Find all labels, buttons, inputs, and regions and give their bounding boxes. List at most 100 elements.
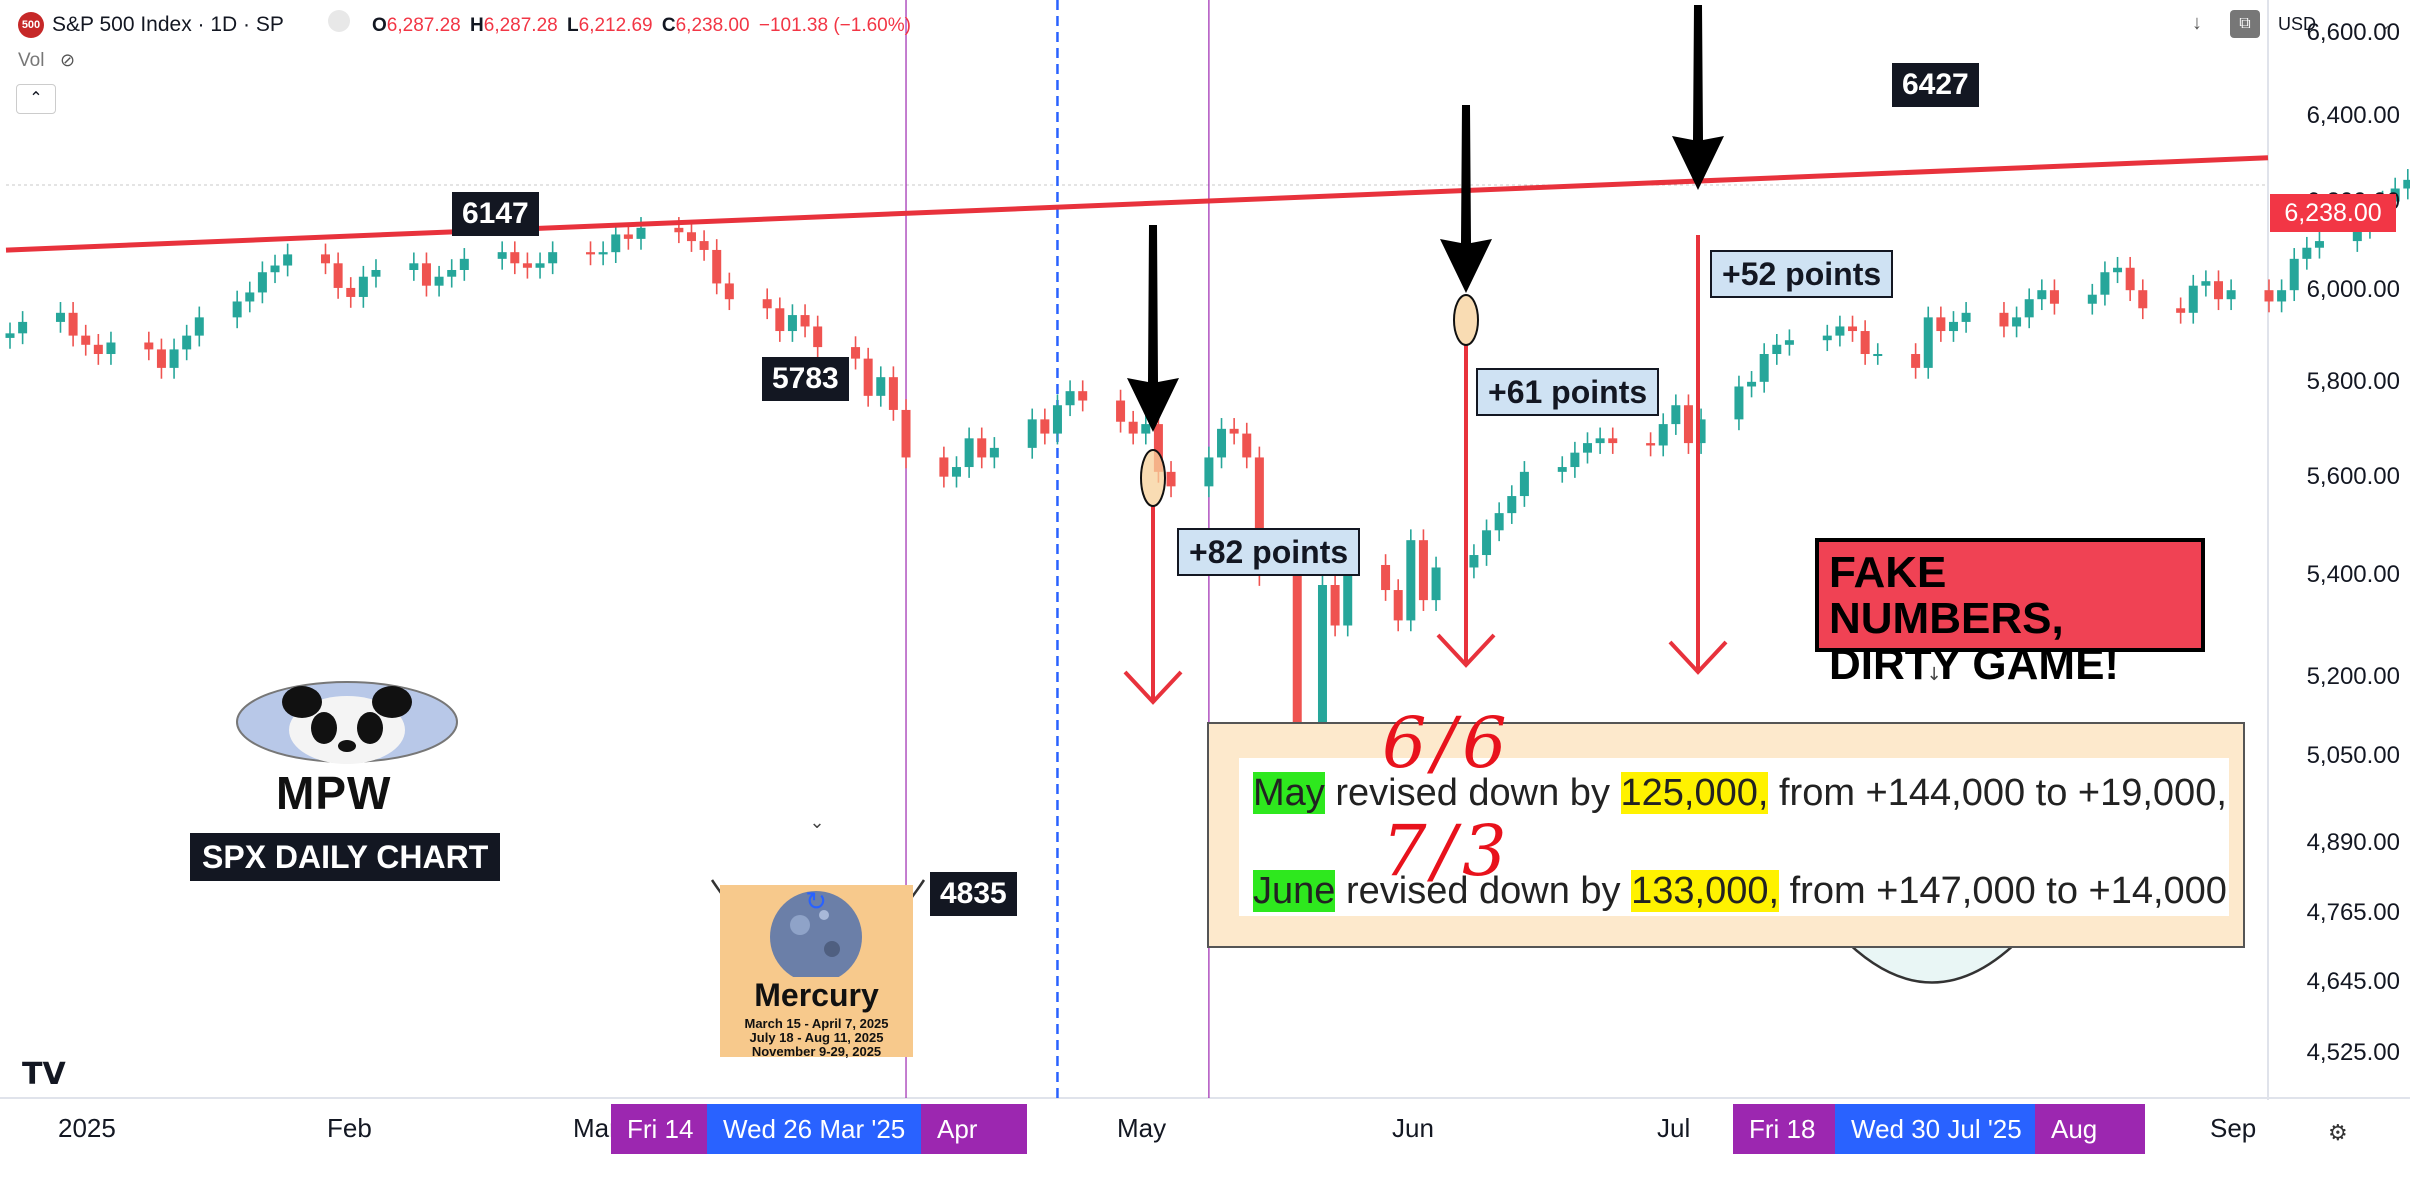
- candle-body: [1406, 540, 1416, 621]
- candle-body: [1734, 386, 1744, 420]
- x-tick-jun: Jun: [1392, 1113, 1434, 1143]
- candle-body: [1431, 567, 1441, 601]
- label-4835: 4835: [930, 872, 1017, 916]
- candle-body: [434, 276, 444, 286]
- candle-body: [2264, 290, 2274, 302]
- candle-body: [1848, 326, 1858, 332]
- candle-body: [194, 317, 204, 336]
- candle-body: [283, 254, 293, 266]
- candle-body: [1507, 496, 1517, 514]
- y-tick-label: 5,200.00: [2306, 662, 2400, 690]
- candle-body: [2226, 290, 2236, 300]
- candle-body: [81, 335, 91, 345]
- eye-hidden-icon[interactable]: ⊘: [60, 50, 76, 70]
- y-tick-label: 4,645.00: [2306, 968, 2400, 996]
- candle-body: [598, 252, 608, 255]
- ohlc-readout: O6,287.28 H6,287.28 L6,212.69 C6,238.00 …: [372, 15, 911, 36]
- red-arrow-may-head: [1123, 670, 1183, 705]
- candle-body: [68, 312, 78, 336]
- candle-body: [1469, 555, 1479, 568]
- y-tick-label: 4,525.00: [2306, 1038, 2400, 1066]
- candle-body: [1065, 391, 1075, 406]
- candle-body: [2352, 227, 2362, 242]
- candle-body: [1961, 312, 1971, 322]
- y-tick-label: 6,400.00: [2306, 101, 2400, 129]
- candle-body: [358, 276, 368, 297]
- screenshot-icon[interactable]: ⧉: [2230, 10, 2260, 38]
- candle-body: [106, 342, 116, 355]
- candle-body: [2201, 281, 2211, 286]
- candle-body: [18, 321, 28, 334]
- candle-body: [2138, 290, 2148, 309]
- candle-body: [93, 344, 103, 355]
- candle-body: [901, 409, 911, 458]
- candle-body: [775, 308, 785, 332]
- candle-body: [1254, 457, 1264, 575]
- black-arrow-jul: [1672, 5, 1724, 190]
- settings-gear-icon[interactable]: ⚙: [2328, 1120, 2348, 1145]
- y-tick-label: 4,890.00: [2306, 829, 2400, 857]
- candle-body: [2214, 281, 2223, 300]
- candle-body: [156, 349, 166, 368]
- note-line-june: June revised down by 133,000, from +147,…: [1253, 870, 2227, 912]
- mercury-date-3: November 9-29, 2025: [751, 1044, 882, 1059]
- candle-body: [1557, 467, 1567, 472]
- candle-body: [1418, 540, 1428, 601]
- candle-body: [1292, 574, 1302, 746]
- panda-logo-icon: [236, 681, 458, 764]
- dots-menu-icon[interactable]: [328, 10, 350, 32]
- x-tick-mar: Mar: [573, 1113, 618, 1143]
- x-tick-jul: Jul: [1657, 1113, 1691, 1143]
- candle-body: [939, 457, 949, 477]
- candle-body: [1330, 585, 1340, 626]
- candle-body: [952, 467, 961, 477]
- candle-body: [2037, 290, 2047, 300]
- points-52-label: +52 points: [1710, 250, 1894, 298]
- handwritten-date-6-6: 6/6: [1382, 702, 1513, 784]
- candle-body: [2188, 285, 2198, 313]
- tradingview-logo-icon[interactable]: 𝗧𝗩: [22, 1058, 66, 1091]
- vol-label[interactable]: Vol: [18, 50, 45, 71]
- candle-body: [2125, 267, 2135, 291]
- currency-chevron-icon[interactable]: ⌄: [2380, 16, 2392, 32]
- candle-body: [535, 263, 545, 268]
- collapse-chevron-icon[interactable]: ⌃: [16, 84, 56, 114]
- highlight-jun-candle: [1453, 294, 1479, 346]
- candle-body: [2277, 290, 2287, 302]
- candle-body: [623, 234, 633, 239]
- candle-body: [1116, 400, 1126, 422]
- last-price-badge: 6,238.00: [2270, 194, 2396, 232]
- candle-body: [245, 292, 255, 302]
- candle-body: [333, 263, 343, 288]
- download-arrow-icon[interactable]: ↓: [2192, 12, 2202, 34]
- y-tick-label: 6,600.00: [2306, 18, 2400, 46]
- x-tick-sep: Sep: [2210, 1113, 2257, 1143]
- points-61-label: +61 points: [1476, 368, 1660, 416]
- candle-body: [813, 326, 823, 348]
- y-tick-label: 5,050.00: [2306, 742, 2400, 770]
- candle-body: [1696, 419, 1706, 444]
- candle-body: [1759, 354, 1769, 382]
- x-tick-2025: 2025: [58, 1113, 116, 1143]
- currency-selector[interactable]: USD: [2278, 14, 2317, 34]
- candle-body: [1873, 354, 1883, 357]
- x-highlight-aug: Aug '25: [2035, 1104, 2145, 1194]
- candle-body: [497, 252, 507, 259]
- mercury-title: Mercury: [754, 977, 879, 1013]
- candle-body: [2176, 308, 2186, 313]
- symbol-title[interactable]: S&P 500 Index · 1D · SP: [52, 13, 284, 36]
- candle-body: [1393, 590, 1403, 621]
- candle-body: [2012, 317, 2022, 327]
- candle-body: [724, 283, 734, 300]
- candle-body: [321, 254, 330, 264]
- candle-body: [1217, 428, 1227, 458]
- mercury-planet-icon: ↻: [770, 887, 862, 977]
- x-highlight-apr: Apr '25: [921, 1104, 1027, 1194]
- candle-body: [977, 438, 987, 458]
- candle-body: [55, 312, 65, 322]
- candle-body: [459, 258, 469, 270]
- fake-numbers-banner: FAKE NUMBERS, DIRTY GAME!: [1815, 538, 2205, 688]
- candle-body: [548, 252, 558, 264]
- mercury-date-1: March 15 - April 7, 2025: [744, 1016, 889, 1031]
- label-5783: 5783: [762, 357, 849, 401]
